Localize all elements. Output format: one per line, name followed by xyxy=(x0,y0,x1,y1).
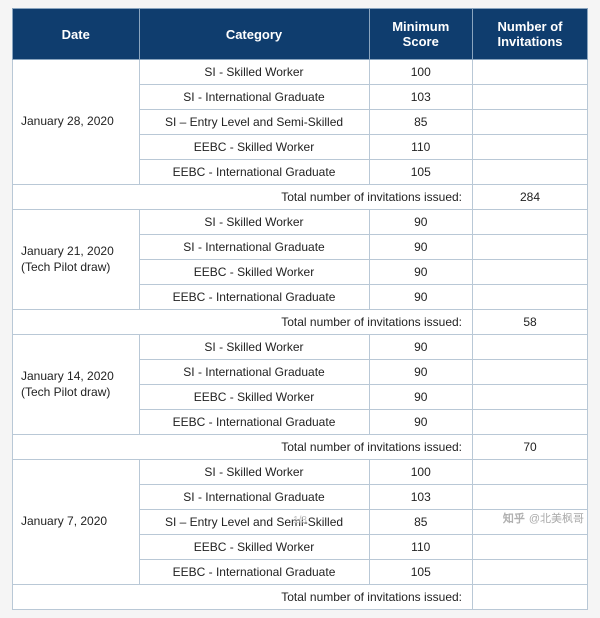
category-cell: EEBC - International Graduate xyxy=(139,410,369,435)
invitations-cell xyxy=(473,210,588,235)
total-row: Total number of invitations issued: xyxy=(13,585,588,610)
min-score-cell: 90 xyxy=(369,260,473,285)
col-header-min-score: Minimum Score xyxy=(369,9,473,60)
min-score-cell: 85 xyxy=(369,510,473,535)
table-row: January 21, 2020(Tech Pilot draw)SI - Sk… xyxy=(13,210,588,235)
invitations-cell xyxy=(473,135,588,160)
invitations-cell xyxy=(473,235,588,260)
invitations-cell xyxy=(473,560,588,585)
invitations-cell xyxy=(473,260,588,285)
min-score-cell: 85 xyxy=(369,110,473,135)
category-cell: EEBC - International Graduate xyxy=(139,560,369,585)
min-score-cell: 90 xyxy=(369,285,473,310)
category-cell: EEBC - Skilled Worker xyxy=(139,385,369,410)
date-cell: January 28, 2020 xyxy=(13,60,140,185)
min-score-cell: 100 xyxy=(369,60,473,85)
total-row: Total number of invitations issued:58 xyxy=(13,310,588,335)
min-score-cell: 90 xyxy=(369,385,473,410)
total-row: Total number of invitations issued:284 xyxy=(13,185,588,210)
col-header-category: Category xyxy=(139,9,369,60)
total-value-cell: 70 xyxy=(473,435,588,460)
category-cell: SI - Skilled Worker xyxy=(139,460,369,485)
invitations-cell xyxy=(473,460,588,485)
min-score-cell: 105 xyxy=(369,160,473,185)
min-score-cell: 90 xyxy=(369,210,473,235)
category-cell: SI - International Graduate xyxy=(139,85,369,110)
col-header-num-invitations: Number of Invitations xyxy=(473,9,588,60)
category-cell: SI - International Graduate xyxy=(139,360,369,385)
category-cell: SI - International Graduate xyxy=(139,485,369,510)
table-row: January 7, 2020SI - Skilled Worker100 xyxy=(13,460,588,485)
total-row: Total number of invitations issued:70 xyxy=(13,435,588,460)
category-cell: SI - Skilled Worker xyxy=(139,60,369,85)
total-value-cell: 284 xyxy=(473,185,588,210)
category-cell: EEBC - International Graduate xyxy=(139,160,369,185)
min-score-cell: 90 xyxy=(369,360,473,385)
min-score-cell: 103 xyxy=(369,485,473,510)
draw-date: January 28, 2020 xyxy=(21,114,133,130)
min-score-cell: 110 xyxy=(369,135,473,160)
total-label-cell: Total number of invitations issued: xyxy=(13,185,473,210)
min-score-cell: 90 xyxy=(369,235,473,260)
draw-date: January 21, 2020 xyxy=(21,244,133,260)
category-cell: EEBC - International Graduate xyxy=(139,285,369,310)
total-value-cell: 58 xyxy=(473,310,588,335)
category-cell: SI – Entry Level and Semi-Skilled xyxy=(139,510,369,535)
col-header-date: Date xyxy=(13,9,140,60)
page-indicator: 1/3 xyxy=(293,515,307,526)
min-score-cell: 110 xyxy=(369,535,473,560)
invitations-cell xyxy=(473,60,588,85)
category-cell: SI - Skilled Worker xyxy=(139,210,369,235)
min-score-cell: 90 xyxy=(369,335,473,360)
invitations-cell xyxy=(473,335,588,360)
min-score-cell: 90 xyxy=(369,410,473,435)
table-row: January 14, 2020(Tech Pilot draw)SI - Sk… xyxy=(13,335,588,360)
invitations-cell xyxy=(473,535,588,560)
min-score-cell: 103 xyxy=(369,85,473,110)
min-score-cell: 105 xyxy=(369,560,473,585)
category-cell: EEBC - Skilled Worker xyxy=(139,260,369,285)
draw-note: (Tech Pilot draw) xyxy=(21,385,133,401)
invitations-cell xyxy=(473,85,588,110)
header-row: Date Category Minimum Score Number of In… xyxy=(13,9,588,60)
watermark: 知乎 @北美枫哥 xyxy=(503,510,584,526)
watermark-handle: @北美枫哥 xyxy=(529,510,584,526)
invitations-cell xyxy=(473,285,588,310)
invitations-cell xyxy=(473,160,588,185)
draw-date: January 14, 2020 xyxy=(21,369,133,385)
total-value-cell xyxy=(473,585,588,610)
invitations-cell xyxy=(473,485,588,510)
invitations-cell xyxy=(473,360,588,385)
invitations-cell xyxy=(473,385,588,410)
draw-note: (Tech Pilot draw) xyxy=(21,260,133,276)
date-cell: January 14, 2020(Tech Pilot draw) xyxy=(13,335,140,435)
date-cell: January 7, 2020 xyxy=(13,460,140,585)
category-cell: EEBC - Skilled Worker xyxy=(139,135,369,160)
invitations-cell xyxy=(473,110,588,135)
invitations-cell xyxy=(473,410,588,435)
category-cell: EEBC - Skilled Worker xyxy=(139,535,369,560)
category-cell: SI - Skilled Worker xyxy=(139,335,369,360)
total-label-cell: Total number of invitations issued: xyxy=(13,310,473,335)
category-cell: SI - International Graduate xyxy=(139,235,369,260)
min-score-cell: 100 xyxy=(369,460,473,485)
table-row: January 28, 2020SI - Skilled Worker100 xyxy=(13,60,588,85)
date-cell: January 21, 2020(Tech Pilot draw) xyxy=(13,210,140,310)
total-label-cell: Total number of invitations issued: xyxy=(13,435,473,460)
draw-date: January 7, 2020 xyxy=(21,514,133,530)
category-cell: SI – Entry Level and Semi-Skilled xyxy=(139,110,369,135)
watermark-site: 知乎 xyxy=(503,510,525,526)
total-label-cell: Total number of invitations issued: xyxy=(13,585,473,610)
